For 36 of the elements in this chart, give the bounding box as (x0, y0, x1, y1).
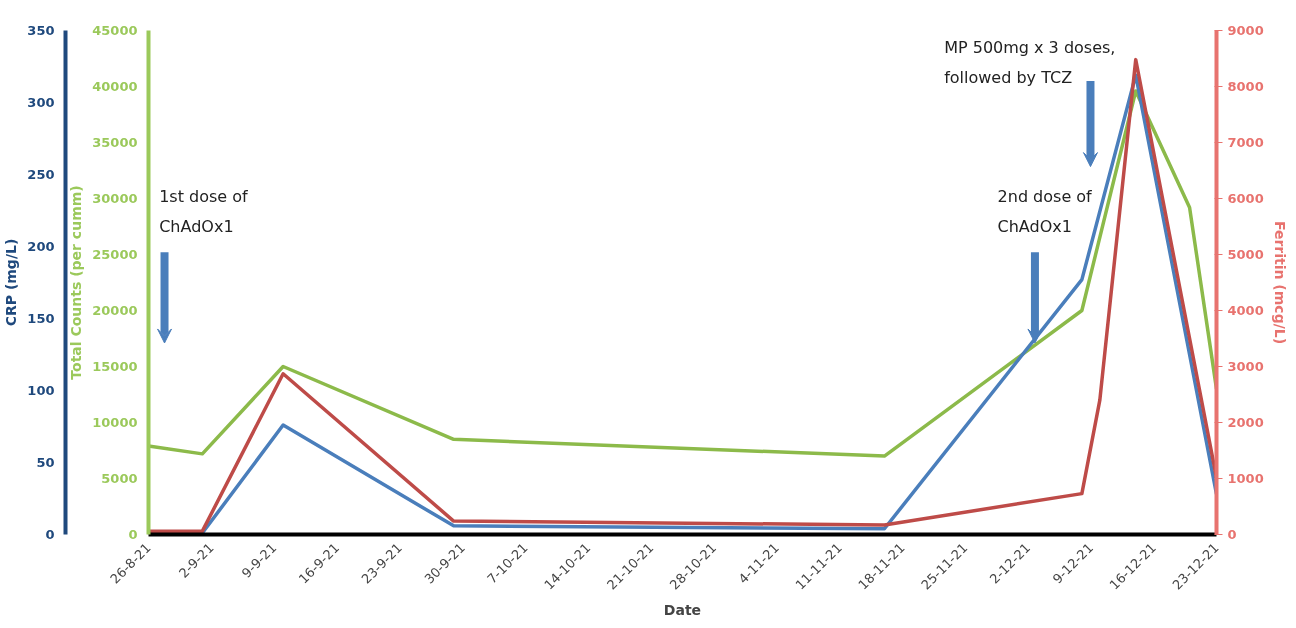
y3-axis-title: CRP (mg/L) (3, 238, 20, 327)
line-series (148, 89, 1217, 458)
y-tick-label: 25000 (92, 247, 138, 262)
y2-tick-label: 9000 (1227, 23, 1264, 38)
y2-tick-label: 1000 (1227, 471, 1264, 486)
y-tick-label: 10000 (92, 415, 138, 430)
y3-tick-label: 0 (45, 527, 55, 542)
y3-tick-label: 100 (27, 383, 55, 398)
y3-tick-label: 250 (27, 167, 55, 182)
y3-tick-label: 350 (27, 23, 55, 38)
y2-tick-label: 2000 (1227, 415, 1264, 430)
y3-tick-label: 300 (27, 95, 55, 110)
y-tick-label: 0 (128, 527, 138, 542)
y-tick-label: 30000 (92, 191, 138, 206)
y-tick-label: 20000 (92, 303, 138, 318)
y2-tick-label: 0 (1227, 527, 1237, 542)
annotation: 2nd dose of ChAdOx1 (997, 186, 1093, 236)
y-tick-label: 35000 (92, 135, 138, 150)
y2-tick-label: 7000 (1227, 135, 1264, 150)
y-axis-title: Total Counts (per cumm) (68, 185, 85, 380)
y-tick-label: 40000 (92, 79, 138, 94)
y2-axis-title: Ferritin (mcg/L) (1271, 220, 1288, 345)
y2-tick-label: 5000 (1227, 247, 1264, 262)
annotation: MP 500mg x 3 doses, followed by TCZ (944, 38, 1116, 88)
y-tick-label: 45000 (92, 23, 138, 38)
x-axis-title: Date (663, 601, 702, 618)
annotation: 1st dose of ChAdOx1 (159, 186, 249, 236)
y2-tick-label: 4000 (1227, 303, 1264, 318)
y-tick-label: 5000 (101, 471, 138, 486)
y3-tick-label: 50 (36, 455, 55, 470)
y2-tick-label: 8000 (1227, 79, 1264, 94)
y2-tick-label: 6000 (1227, 191, 1264, 206)
y3-tick-label: 150 (27, 311, 55, 326)
y3-tick-label: 200 (27, 239, 55, 254)
y2-tick-label: 3000 (1227, 359, 1264, 374)
y-tick-label: 15000 (92, 359, 138, 374)
